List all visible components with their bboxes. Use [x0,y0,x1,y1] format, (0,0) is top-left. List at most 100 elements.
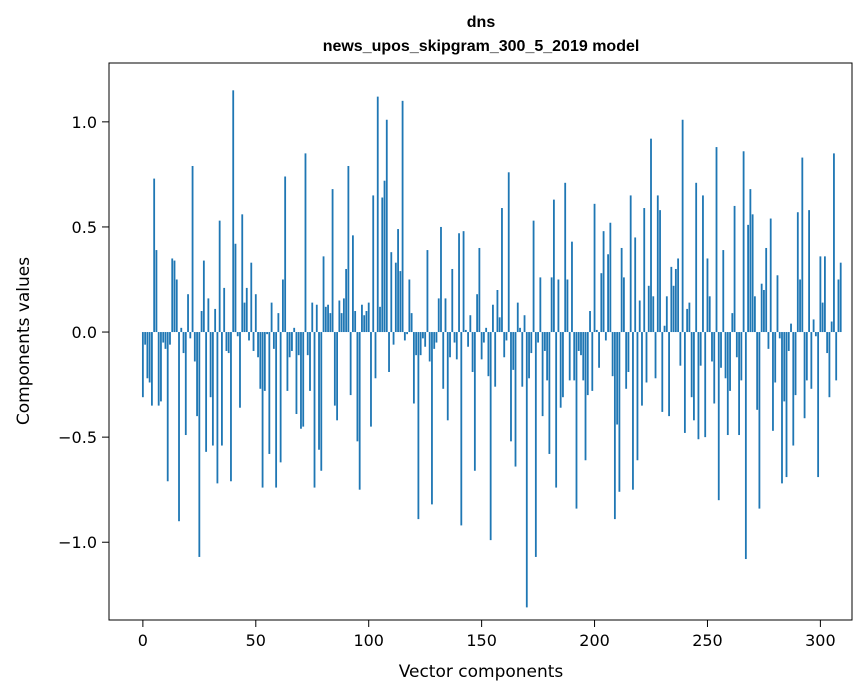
bar-115 [401,100,404,333]
bar-4 [151,332,153,406]
bar-259 [726,332,729,436]
bar-22 [191,165,194,333]
bar-303 [826,332,829,354]
bar-121 [415,332,418,356]
bar-132 [440,226,442,333]
bar-105 [379,306,381,333]
bar-197 [586,332,589,396]
bar-37 [225,332,228,351]
bar-247 [699,332,702,366]
bar-162 [507,172,510,333]
bar-75 [311,302,314,333]
bar-151 [482,332,485,343]
bar-29 [207,298,210,333]
bar-189 [568,332,571,381]
bar-159 [501,208,503,333]
bar-148 [476,294,479,333]
bar-127 [428,332,431,362]
bar-88 [340,313,343,333]
bar-284 [783,332,786,402]
bar-194 [580,332,582,356]
bar-224 [647,285,650,333]
y-tick-label: 1.0 [72,113,97,132]
bar-152 [485,327,488,333]
bar-219 [636,332,639,461]
bar-136 [449,332,451,358]
plot-frame [108,62,853,621]
bar-45 [243,302,246,333]
bar-262 [733,205,736,333]
bar-55 [266,332,268,335]
y-tick-label: 0.5 [72,218,97,237]
bar-122 [417,332,420,520]
bar-209 [613,332,616,520]
bar-309 [839,262,842,333]
bar-52 [259,332,262,389]
bar-298 [814,332,817,337]
bar-237 [677,258,680,333]
bar-143 [464,329,467,333]
x-tick-label: 250 [692,631,723,650]
bar-49 [252,332,255,351]
bar-172 [530,332,533,354]
bar-15 [175,279,178,333]
bar-211 [618,332,621,492]
bar-78 [318,332,320,450]
bar-301 [821,302,824,333]
bar-257 [722,250,725,333]
bar-82 [327,304,329,333]
bar-191 [573,332,576,381]
bar-260 [729,332,731,391]
bar-63 [284,176,287,333]
bar-128 [431,332,433,505]
bar-240 [683,332,686,433]
bar-221 [641,332,643,406]
bar-119 [410,313,413,333]
bar-99 [365,311,368,333]
bar-175 [537,332,539,343]
bar-92 [349,332,352,396]
bar-268 [747,224,750,333]
bar-287 [790,323,792,333]
bar-47 [248,332,250,341]
bar-91 [347,165,350,333]
bar-61 [279,332,282,463]
bar-146 [471,332,474,372]
bar-43 [239,332,241,408]
bar-8 [160,332,162,402]
bar-185 [559,332,562,408]
bar-248 [702,195,704,333]
bar-163 [510,332,512,442]
bar-280 [774,332,777,383]
bar-131 [437,298,440,333]
bar-104 [376,96,379,333]
bar-141 [460,332,463,526]
bar-67 [293,327,296,333]
chart-title: dns [467,14,496,31]
bar-160 [503,332,506,358]
bar-2 [146,332,149,379]
bar-36 [223,287,226,333]
bar-306 [833,153,835,333]
bar-218 [634,237,637,333]
bar-157 [496,290,499,333]
bar-7 [157,332,160,406]
bar-164 [512,332,515,370]
bar-278 [769,218,772,333]
bar-93 [352,235,354,333]
bar-35 [221,332,223,446]
bar-171 [528,332,530,379]
bar-212 [620,247,623,333]
bar-192 [575,332,578,509]
bar-38 [227,332,230,354]
bar-106 [381,197,384,333]
bar-216 [629,195,632,333]
bar-1 [144,332,147,345]
bar-34 [218,220,221,333]
bar-129 [433,332,436,349]
bar-274 [760,283,763,333]
bar-261 [731,313,734,333]
bar-204 [602,231,605,333]
bar-126 [426,250,429,333]
bar-214 [625,332,628,389]
